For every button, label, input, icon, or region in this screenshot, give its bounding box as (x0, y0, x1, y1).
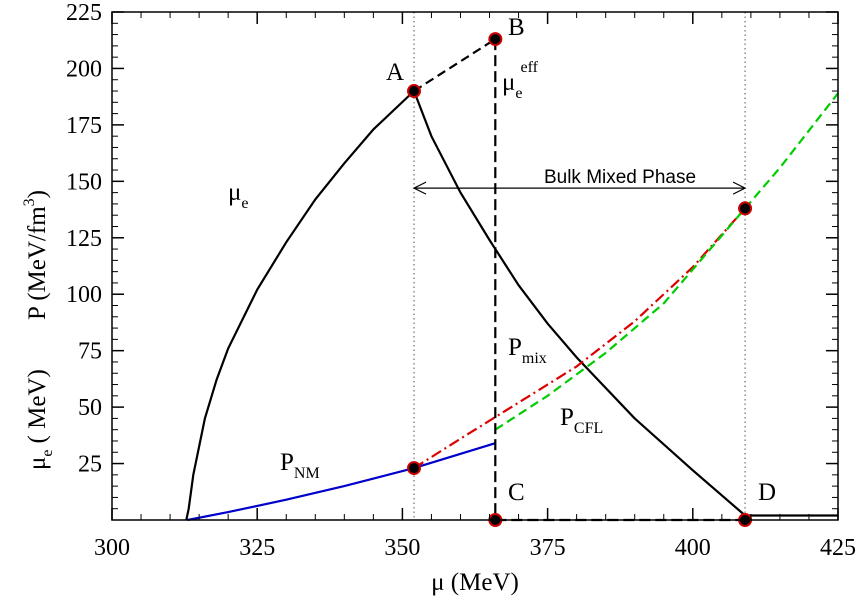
svg-text:μe( MeV): μe ( MeV) (24, 369, 56, 470)
y-axis-title-pressure-close: ) (24, 190, 51, 198)
x-tick-label-425: 425 (820, 535, 856, 561)
y-axis-title-mu-e-base: μ (24, 457, 51, 470)
label-p-cfl: PCFL (560, 404, 603, 437)
arrow-head-left (412, 181, 427, 195)
series-mu-e-rise (185, 90, 415, 521)
label-mu-e: μe (228, 179, 249, 212)
reference-lines (413, 12, 746, 520)
y-tick-label-225: 225 (66, 0, 102, 26)
label-D: D (758, 479, 776, 506)
y-tick-label-25: 25 (78, 452, 102, 478)
y-tick-label-125: 125 (66, 226, 102, 252)
plot-frame (111, 11, 839, 521)
x-tick-label-400: 400 (675, 535, 711, 561)
y-tick-label-75: 75 (78, 339, 102, 365)
series-ab (413, 38, 496, 92)
y-tick-label-175: 175 (66, 113, 102, 139)
y-axis-title-mu-e: μe ( MeV) (24, 369, 56, 470)
series-p-mix (413, 207, 746, 470)
series-mu-e-fall (412, 90, 746, 517)
arrow-head-right (732, 181, 747, 195)
data-marker-1 (488, 32, 503, 47)
marker-layer (407, 32, 753, 527)
data-marker-0 (407, 84, 422, 99)
y-axis-title-pressure-text: P (MeV/fm (24, 206, 51, 320)
series-layer (185, 38, 839, 522)
tick-layer: 300 325 350 375 400 425 25 50 75 100 125 150 175 200 2… (66, 0, 856, 561)
x-tick-label-300: 300 (94, 535, 130, 561)
label-p-mix: Pmix (508, 334, 547, 367)
y-axis-title-pressure: P (MeV/fm3) (21, 190, 51, 320)
y-tick-label-100: 100 (66, 282, 102, 308)
series-p-nm (187, 442, 496, 522)
label-A: A (386, 59, 404, 86)
x-tick-label-325: 325 (239, 535, 275, 561)
x-axis-title: μ (MeV) (431, 569, 519, 596)
x-tick-label-350: 350 (384, 535, 420, 561)
series-p-cfl (494, 92, 839, 431)
y-tick-label-200: 200 (66, 56, 102, 82)
bulk-mixed-phase-arrow (412, 181, 747, 195)
y-axis-title-pressure-sup: 3 (21, 198, 38, 206)
y-tick-label-150: 150 (66, 169, 102, 195)
x-tick-label-375: 375 (530, 535, 566, 561)
label-B: B (508, 14, 525, 41)
y-axis-title-mu-e-rest: ( MeV) (24, 369, 51, 443)
data-marker-5 (738, 201, 753, 216)
y-axis-title-mu-e-sub: e (39, 449, 56, 456)
label-mu-e-eff: μeeff (502, 59, 539, 102)
y-tick-label-50: 50 (78, 395, 102, 421)
svg-text:P (MeV/fm3): P (MeV/fm3) (21, 190, 51, 320)
data-marker-4 (407, 461, 422, 476)
label-bulk-mixed-phase: Bulk Mixed Phase (544, 167, 696, 188)
label-C: C (508, 479, 525, 506)
label-p-nm: PNM (280, 449, 320, 482)
